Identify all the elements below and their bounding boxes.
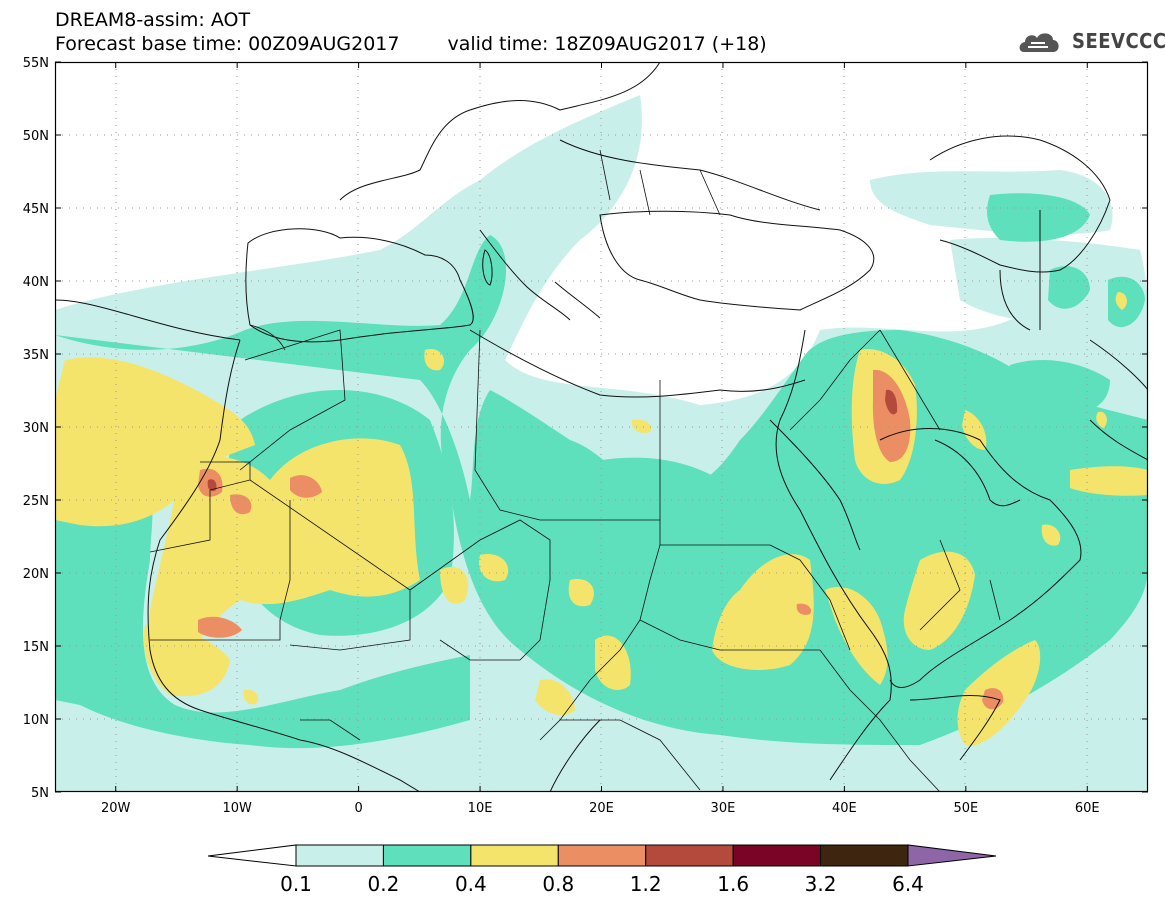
lon-label: 20W	[101, 801, 131, 816]
colorbar-under-triangle	[207, 844, 297, 867]
lon-label: 60E	[1075, 801, 1100, 816]
colorbar-label: 0.2	[368, 872, 400, 896]
lat-label: 50N	[23, 129, 49, 144]
lon-label: 10W	[222, 801, 252, 816]
lon-label: 0	[354, 801, 362, 816]
lat-label: 20N	[23, 567, 49, 582]
latitude-labels: 55N 50N 45N 40N 35N 30N 25N 20N 15N 10N 5N	[23, 56, 49, 801]
colorbar-over-triangle	[907, 844, 997, 867]
colorbar-label: 1.2	[630, 872, 662, 896]
coastlines	[55, 62, 1148, 792]
colorbar-label: 3.2	[805, 872, 837, 896]
colorbar-label: 0.4	[455, 872, 487, 896]
colorbar-swatch	[382, 844, 472, 867]
aot-field	[55, 62, 1148, 792]
colorbar: 0.1 0.2 0.4 0.8 1.2 1.6 3.2 6.4	[207, 844, 997, 896]
lon-label: 10E	[468, 801, 493, 816]
country-borders	[149, 149, 1001, 792]
base-time: Forecast base time: 00Z09AUG2017	[55, 33, 400, 55]
colorbar-swatch	[645, 844, 734, 867]
colorbar-label: 6.4	[892, 872, 924, 896]
colorbar-swatch	[557, 844, 647, 867]
longitude-labels: 20W 10W 0 10E 20E 30E 40E 50E 60E	[101, 801, 1100, 816]
colorbar-swatch	[470, 844, 559, 867]
map-title: DREAM8-assim: AOT	[55, 9, 251, 31]
colorbar-label: 0.8	[542, 872, 574, 896]
lat-label: 45N	[23, 202, 49, 217]
colorbar-swatch	[820, 844, 909, 867]
colorbar-swatch	[295, 844, 384, 867]
cloud-icon	[1019, 33, 1059, 52]
lat-label: 10N	[23, 713, 49, 728]
logo-text: SEEVCCC	[1072, 29, 1165, 53]
lon-label: 50E	[953, 801, 978, 816]
lat-label: 30N	[23, 421, 49, 436]
lon-label: 30E	[711, 801, 736, 816]
lon-label: 20E	[589, 801, 614, 816]
lat-label: 55N	[23, 56, 49, 71]
lat-label: 25N	[23, 494, 49, 509]
map-subtitle: Forecast base time: 00Z09AUG2017 valid ti…	[55, 33, 767, 55]
colorbar-label: 0.1	[280, 872, 312, 896]
valid-time: valid time: 18Z09AUG2017 (+18)	[447, 33, 767, 55]
aot-band-1.2-1.6	[207, 389, 898, 492]
lat-label: 35N	[23, 348, 49, 363]
colorbar-swatch	[732, 844, 822, 867]
lat-label: 40N	[23, 275, 49, 290]
aot-band-0.4-0.8	[55, 292, 1148, 746]
lon-label: 40E	[832, 801, 857, 816]
axis-ticks	[55, 61, 1148, 793]
lat-label: 5N	[31, 786, 49, 801]
colorbar-label: 1.6	[717, 872, 749, 896]
graticule	[55, 62, 1148, 792]
lat-label: 15N	[23, 640, 49, 655]
